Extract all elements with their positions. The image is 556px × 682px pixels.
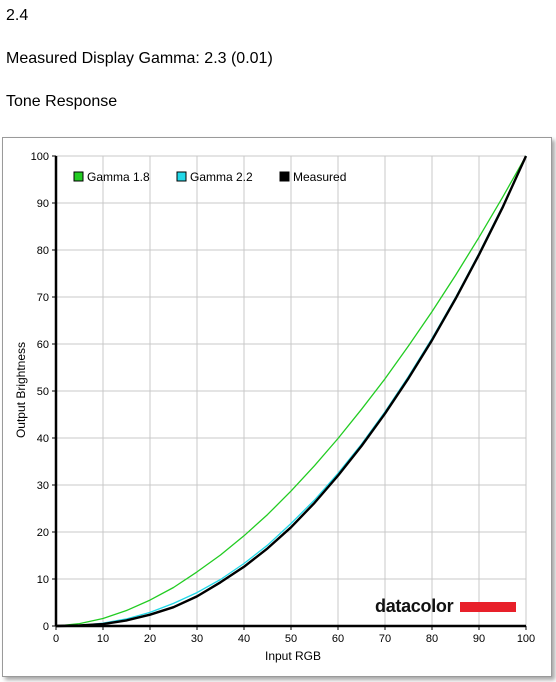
y-tick-label: 40	[37, 433, 49, 445]
legend-label: Measured	[293, 170, 346, 184]
series-line-2	[55, 155, 528, 628]
measured-gamma-text: Measured Display Gamma: 2.3 (0.01)	[6, 50, 273, 67]
section-number: 2.4	[6, 7, 29, 24]
x-tick-label: 20	[144, 633, 156, 645]
x-tick-label: 80	[426, 633, 438, 645]
x-axis-label: Input RGB	[265, 649, 321, 663]
legend-label: Gamma 1.8	[87, 170, 150, 184]
x-tick-labels: 0 10 20 30 40 50 60 70 80 90 100	[53, 633, 535, 645]
legend-swatch	[279, 171, 290, 182]
y-tick-label: 90	[37, 198, 49, 210]
y-tick-label: 10	[37, 574, 49, 586]
tone-response-title: Tone Response	[6, 93, 118, 110]
x-tick-label: 10	[97, 633, 109, 645]
axes	[52, 155, 527, 630]
x-tick-label: 40	[238, 633, 250, 645]
y-tick-label: 50	[37, 386, 49, 398]
data-series	[55, 155, 528, 628]
x-tick-label: 0	[53, 633, 59, 645]
x-tick-label: 90	[473, 633, 485, 645]
legend-label: Gamma 2.2	[190, 170, 253, 184]
x-tick-label: 70	[379, 633, 391, 645]
x-tick-label: 50	[285, 633, 297, 645]
y-tick-label: 30	[37, 480, 49, 492]
x-tick-label: 100	[517, 633, 535, 645]
y-tick-label: 70	[37, 292, 49, 304]
datacolor-logo-text: datacolor	[375, 596, 454, 616]
y-tick-labels: 0 10 20 30 40 50 60 70 80 90 100	[31, 151, 49, 633]
x-tick-label: 30	[191, 633, 203, 645]
legend-swatch	[73, 171, 84, 182]
x-tick-label: 60	[332, 633, 344, 645]
tone-response-chart: 0 10 20 30 40 50 60 70 80 90 100 0 10 20 30 40 50 60 70 80…	[2, 137, 552, 677]
datacolor-logo-bar	[460, 602, 516, 612]
y-tick-label: 20	[37, 527, 49, 539]
y-tick-label: 60	[37, 339, 49, 351]
legend-swatch	[176, 171, 187, 182]
y-tick-label: 80	[37, 245, 49, 257]
y-tick-label: 0	[43, 621, 49, 633]
series-line-0	[55, 155, 527, 627]
y-axis-label: Output Brightness	[14, 342, 28, 438]
grid-lines	[56, 155, 527, 626]
y-tick-label: 100	[31, 151, 49, 163]
datacolor-logo: datacolor	[375, 596, 516, 616]
chart-canvas: 0 10 20 30 40 50 60 70 80 90 100 0 10 20 30 40 50 60 70 80…	[14, 151, 535, 663]
legend: Gamma 1.8 Gamma 2.2 Measured	[73, 170, 346, 184]
